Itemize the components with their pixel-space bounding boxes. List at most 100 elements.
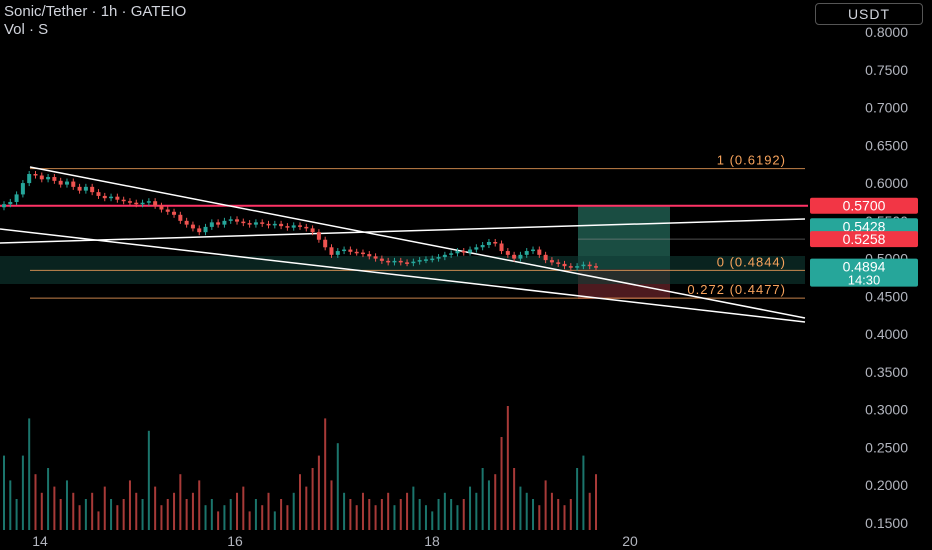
volume-bar — [355, 505, 358, 530]
trend-line-channel — [0, 218, 806, 244]
volume-bar — [254, 499, 257, 530]
candle-body — [241, 221, 246, 224]
volume-bar — [481, 468, 484, 530]
candle-body — [90, 186, 95, 193]
candle-body — [203, 226, 208, 233]
candle-body — [46, 177, 51, 180]
volume-bar — [475, 492, 478, 530]
candle-body — [291, 225, 296, 228]
volume-bar — [204, 505, 207, 530]
volume-bar — [65, 480, 68, 530]
candle-body — [524, 251, 529, 255]
y-tick-label: 0.6000 — [865, 175, 908, 191]
candle-body — [411, 261, 416, 264]
volume-bar — [179, 474, 182, 530]
volume-bar — [292, 492, 295, 530]
volume-bar — [393, 505, 396, 530]
candle-body — [266, 223, 271, 226]
candle-body — [52, 177, 57, 181]
candle-body — [228, 219, 233, 221]
volume-bar — [103, 486, 106, 530]
candle-body — [172, 211, 177, 215]
candle-body — [575, 266, 580, 268]
candle-body — [146, 201, 151, 203]
volume-bar — [280, 499, 283, 530]
y-tick-label: 0.1500 — [865, 515, 908, 531]
volume-bar — [116, 505, 119, 530]
volume-bar — [128, 480, 131, 530]
volume-bar — [399, 499, 402, 530]
volume-bar — [330, 480, 333, 530]
candle-body — [64, 181, 69, 185]
candle-body — [386, 260, 391, 263]
candle-body — [121, 199, 126, 202]
y-tick-label: 0.4500 — [865, 288, 908, 304]
volume-bar — [569, 499, 572, 530]
volume-bar — [450, 499, 453, 530]
volume-bar — [9, 480, 12, 530]
volume-bar — [236, 492, 239, 530]
candle-body — [222, 220, 227, 225]
volume-bar — [525, 492, 528, 530]
candle-body — [71, 181, 76, 187]
volume-bar — [424, 505, 427, 530]
candle-body — [568, 266, 573, 268]
fib-level-label: 1 (0.6192) — [717, 153, 786, 168]
volume-bar — [299, 474, 301, 530]
price-label-text: 0.4894 — [843, 259, 886, 275]
candle-body — [178, 214, 183, 221]
volume-bar — [487, 480, 490, 530]
trend-line-lower — [0, 228, 806, 323]
volume-bar — [34, 474, 37, 530]
candle-body — [316, 232, 321, 240]
candle-body — [165, 209, 170, 212]
volume-bar — [469, 486, 472, 530]
volume-bar — [223, 505, 226, 530]
candle-body — [449, 253, 454, 255]
candle-body — [549, 260, 554, 263]
volume-bar — [305, 486, 308, 530]
candle-body — [216, 222, 221, 225]
candle-body — [354, 251, 359, 254]
y-tick-label: 0.8000 — [865, 24, 908, 40]
candle-body — [342, 249, 347, 252]
candle-body — [140, 202, 145, 205]
candle-body — [474, 247, 479, 250]
currency-button[interactable]: USDT — [815, 3, 923, 25]
candle-body — [531, 249, 536, 252]
volume-bar — [261, 505, 264, 530]
candle-body — [260, 222, 265, 224]
candle-body — [512, 254, 517, 259]
candle-body — [58, 180, 63, 185]
volume-bar — [122, 499, 125, 530]
volume-bar — [286, 505, 289, 530]
candle-body — [430, 258, 435, 261]
volume-bar — [198, 480, 201, 530]
volume-bar — [210, 499, 213, 530]
volume-bar — [21, 455, 24, 530]
volume-bar — [519, 486, 522, 530]
x-tick-label: 14 — [32, 533, 48, 549]
candle-body — [486, 241, 491, 246]
volume-bar — [343, 492, 346, 530]
candle-body — [562, 263, 567, 267]
volume-bar — [217, 511, 220, 530]
price-label-box — [810, 231, 918, 248]
price-label-box — [810, 197, 918, 214]
candle-body — [184, 220, 189, 225]
price-label-box — [810, 258, 918, 287]
candle-body — [499, 243, 504, 252]
volume-bar — [380, 499, 383, 530]
volume-bar — [110, 499, 113, 530]
chart-header: Sonic/Tether · 1h · GATEIO Vol · S — [4, 3, 186, 39]
countdown-label: 14:30 — [848, 273, 881, 288]
candle-body — [461, 251, 466, 253]
volume-bar — [513, 468, 516, 530]
volume-bar — [532, 499, 535, 530]
volume-bar — [185, 499, 188, 530]
candle-body — [423, 259, 428, 261]
volume-bar — [59, 499, 62, 530]
volume-bar — [418, 499, 421, 530]
candle-body — [159, 205, 164, 210]
